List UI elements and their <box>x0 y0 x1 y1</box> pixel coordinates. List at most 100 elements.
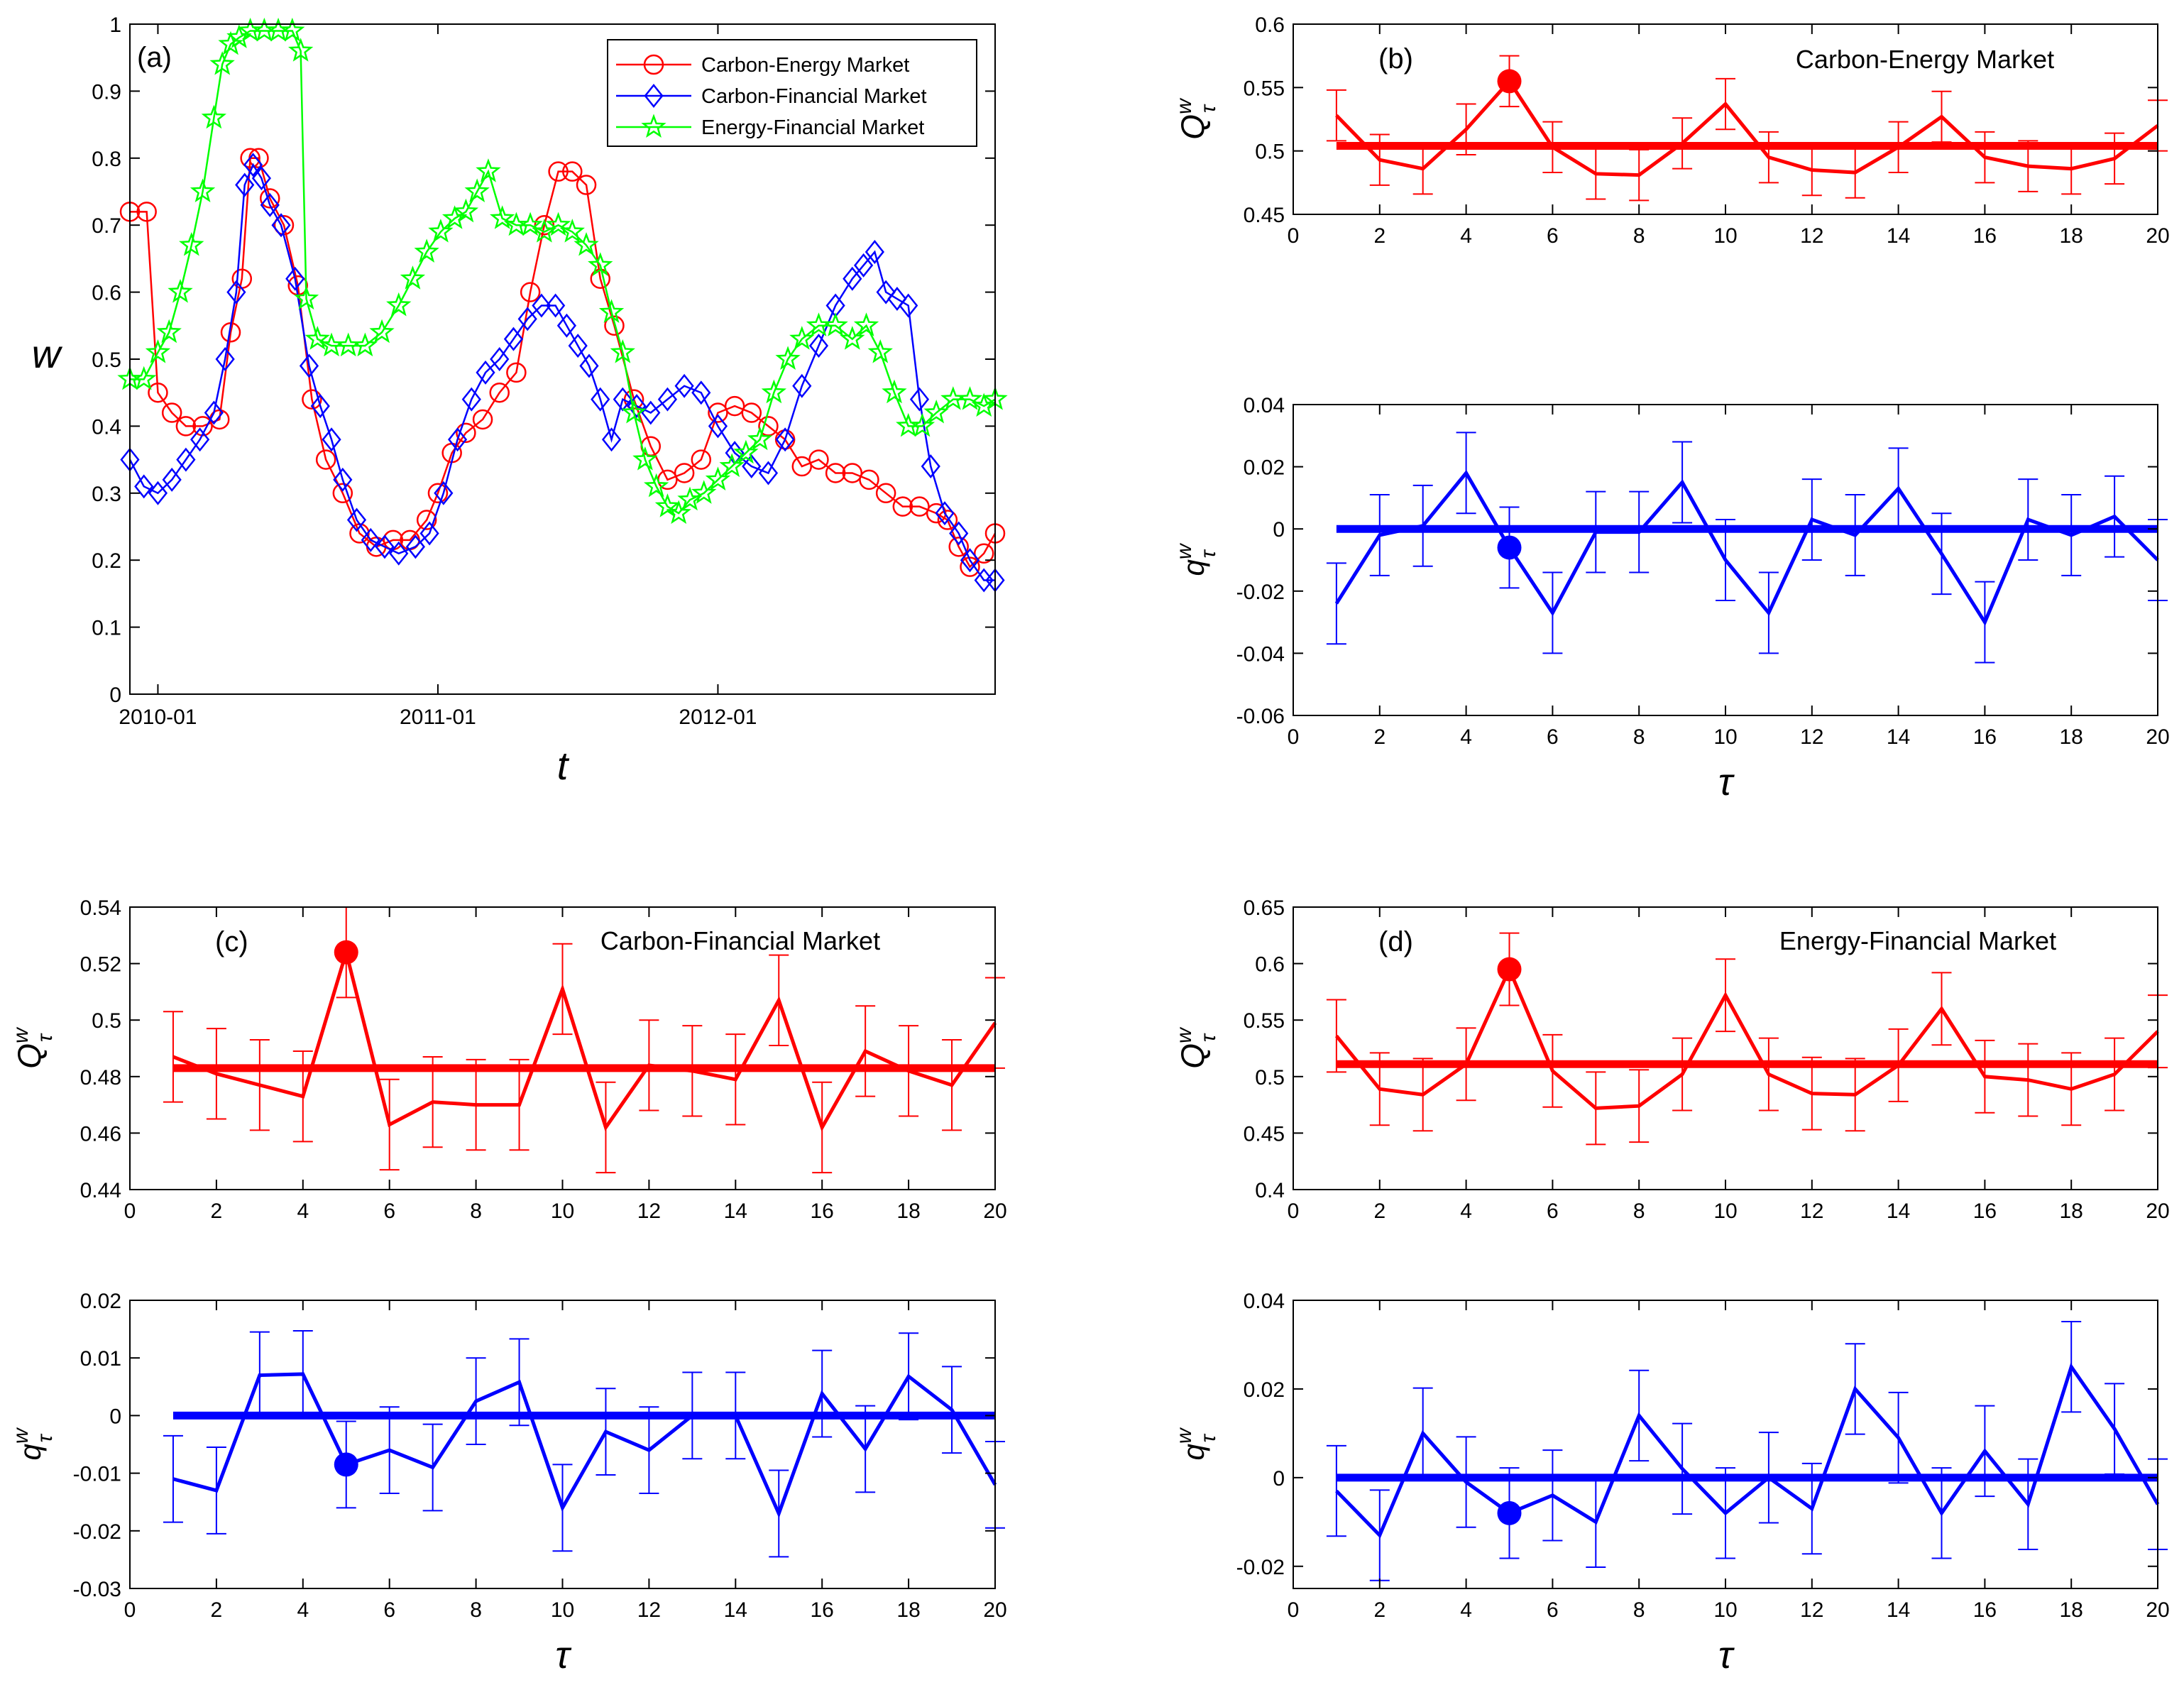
x-tick-label: 20 <box>2146 1200 2169 1223</box>
x-tick-label: 10 <box>551 1200 574 1223</box>
series-line <box>128 163 995 581</box>
data-point <box>719 453 745 478</box>
x-tick-label: 6 <box>1547 1598 1559 1622</box>
y-tick-label: -0.04 <box>1236 642 1285 666</box>
y-tick-label: -0.02 <box>73 1520 121 1544</box>
y-tick-label: 0.5 <box>1255 1066 1285 1090</box>
data-point <box>285 266 305 291</box>
x-tick-label: 4 <box>1460 1598 1472 1622</box>
x-tick-label: 10 <box>1713 224 1737 248</box>
data-point <box>948 537 969 557</box>
data-point <box>299 353 319 378</box>
data-point <box>520 282 541 302</box>
data-point <box>876 280 896 304</box>
data-point <box>892 496 913 517</box>
y-tick-label: 0.04 <box>1244 394 1285 417</box>
data-point <box>148 481 168 505</box>
y-tick-label: 0.04 <box>1244 1290 1285 1313</box>
y-axis-label: qwτ <box>1173 542 1220 576</box>
data-point <box>190 427 210 452</box>
series-line <box>172 1372 997 1519</box>
data-point <box>304 326 330 350</box>
series-line <box>1335 1363 2160 1539</box>
data-point <box>576 175 597 195</box>
x-tick-label: 18 <box>2060 224 2083 248</box>
x-tick-label: 6 <box>1547 1200 1559 1223</box>
data-point <box>476 158 501 182</box>
panel-label: (b) <box>1378 43 1413 75</box>
data-point <box>190 178 216 203</box>
data-point <box>419 521 439 546</box>
data-point <box>705 466 731 490</box>
y-tick-label: 0.55 <box>1244 1009 1285 1033</box>
data-point <box>632 446 658 471</box>
y-tick-label: 0.9 <box>92 80 121 104</box>
data-point <box>240 148 260 169</box>
series-line <box>130 30 996 515</box>
data-point <box>215 346 235 372</box>
x-tick-label: 14 <box>724 1598 747 1622</box>
panel-4: -0.03 -0.02 -0.01 0 0.01 0.02 0 2 4 6 8 10 12 14 16 18 2… <box>9 1290 1007 1676</box>
x-axis-label: τ <box>555 1634 571 1676</box>
x-tick-label: 6 <box>1547 224 1559 248</box>
data-point <box>691 480 717 504</box>
data-point <box>176 447 196 472</box>
legend-marker <box>644 83 664 109</box>
panel-2: -0.06 -0.04 -0.02 0 0.02 0.04 0 2 4 6 8 10 12 14 16 18 2… <box>1173 394 2170 803</box>
x-tick-label: 20 <box>2146 1598 2169 1622</box>
data-point <box>506 362 527 383</box>
legend-marker <box>643 54 664 75</box>
x-tick-label: 12 <box>1800 224 1823 248</box>
y-tick-label: 0.52 <box>80 953 121 977</box>
panel-label: (c) <box>215 926 248 957</box>
x-tick-label: 12 <box>637 1200 661 1223</box>
x-tick-label: 10 <box>1713 1598 1737 1622</box>
y-tick-label: 0.4 <box>92 415 121 439</box>
data-point <box>621 399 647 424</box>
legend-label: Carbon-Financial Market <box>701 85 927 108</box>
y-axis-label: w <box>32 331 63 376</box>
data-point <box>840 326 865 350</box>
svg-text:Qwτ: Qwτ <box>1173 97 1220 140</box>
x-tick-label: 20 <box>2146 224 2169 248</box>
data-point <box>937 510 958 530</box>
data-point <box>761 379 787 404</box>
x-tick-label: 12 <box>1800 1598 1823 1622</box>
x-tick-label: 2 <box>1373 1598 1385 1622</box>
data-point <box>909 387 930 412</box>
x-tick-label: 2012-01 <box>679 706 757 729</box>
y-tick-label: 0.45 <box>1244 204 1285 227</box>
y-tick-label: 0.02 <box>1244 1378 1285 1402</box>
data-point <box>789 326 815 350</box>
x-tick-label: 10 <box>1713 725 1737 749</box>
x-tick-label: 12 <box>1800 725 1823 749</box>
data-point <box>923 399 949 424</box>
data-point <box>598 299 625 323</box>
x-tick-label: 0 <box>124 1598 136 1622</box>
x-tick-label: 18 <box>2060 1598 2083 1622</box>
data-point <box>293 285 319 310</box>
data-point <box>859 469 879 490</box>
data-point <box>400 265 426 290</box>
svg-text:qwτ: qwτ <box>9 1427 57 1460</box>
x-tick-label: 14 <box>1887 224 1910 248</box>
y-tick-label: 0.44 <box>80 1179 121 1202</box>
data-point <box>369 319 395 344</box>
y-tick-label: 0.6 <box>92 282 121 305</box>
data-point <box>601 427 622 452</box>
x-tick-label: 16 <box>811 1598 834 1622</box>
x-tick-label: 20 <box>983 1200 1006 1223</box>
y-tick-label: 0.7 <box>92 214 121 238</box>
data-point <box>867 339 893 363</box>
x-tick-label: 18 <box>2060 1200 2083 1223</box>
panel-label: (d) <box>1378 926 1413 957</box>
data-point <box>235 172 255 197</box>
data-point <box>574 231 599 256</box>
data-point <box>579 353 599 378</box>
x-tick-label: 4 <box>1460 1200 1472 1223</box>
data-point <box>464 178 490 203</box>
data-point <box>148 382 168 403</box>
data-point <box>315 449 336 470</box>
data-point <box>503 326 524 351</box>
